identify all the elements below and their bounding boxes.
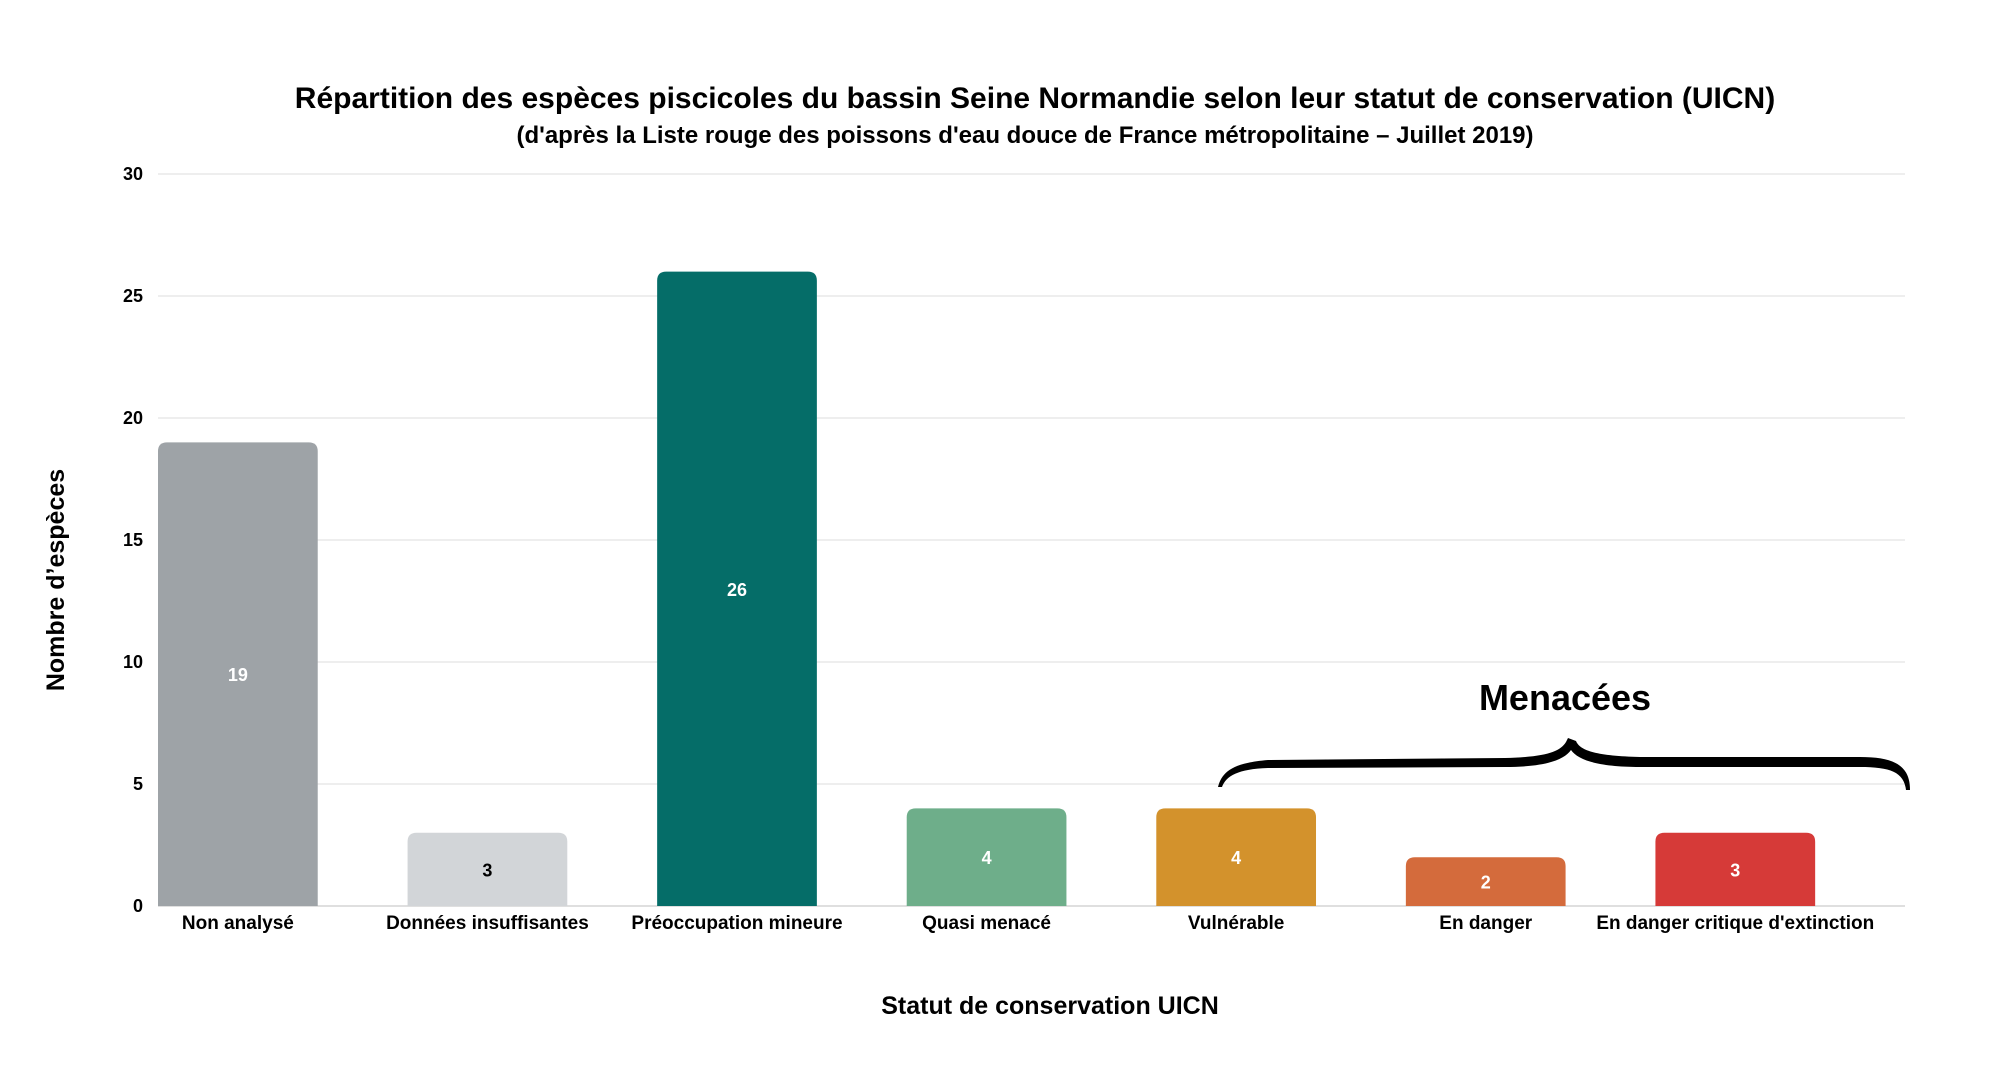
y-tick-label: 10 <box>123 652 143 672</box>
y-tick-label: 20 <box>123 408 143 428</box>
bar-value-label: 2 <box>1481 873 1491 893</box>
bar <box>407 832 568 906</box>
curly-brace-icon <box>1218 738 1910 790</box>
bar-value-label: 4 <box>982 848 992 868</box>
x-tick-label: Quasi menacé <box>922 913 1051 934</box>
annotation-label: Menacées <box>1479 677 1651 718</box>
y-axis-title: Nombre d’espèces <box>42 469 70 691</box>
bar <box>1156 808 1317 906</box>
x-axis-title: Statut de conservation UICN <box>881 992 1219 1020</box>
threatened-annotation: Menacées <box>1218 677 1910 790</box>
y-tick-label: 5 <box>133 774 143 794</box>
bar <box>158 442 318 906</box>
x-tick-label: Préoccupation mineure <box>631 913 842 934</box>
bar-value-label: 26 <box>727 580 747 600</box>
x-tick-label: En danger <box>1439 913 1533 934</box>
y-tick-label: 0 <box>133 896 143 916</box>
x-axis-labels: Non analysé Données insuffisantes Préoccup… <box>182 913 1874 934</box>
y-tick-label: 25 <box>123 286 143 306</box>
y-tick-label: 15 <box>123 530 143 550</box>
bar-value-label: 4 <box>1231 848 1241 868</box>
gridlines <box>158 173 1905 907</box>
x-tick-label: Vulnérable <box>1188 913 1284 934</box>
y-tick-label: 30 <box>123 164 143 184</box>
bar-value-label: 3 <box>1730 860 1740 880</box>
bar-value-label: 3 <box>482 860 492 880</box>
chart-subtitle: (d'après la Liste rouge des poissons d'e… <box>516 122 1533 149</box>
chart-title: Répartition des espèces piscicoles du ba… <box>295 82 1775 115</box>
bar <box>906 808 1067 906</box>
bar <box>1655 832 1816 906</box>
bar <box>657 271 817 907</box>
y-axis-ticks: 0 5 10 15 20 25 30 <box>123 164 143 916</box>
bar <box>1405 857 1566 906</box>
x-tick-label: Données insuffisantes <box>386 913 589 934</box>
x-tick-label: En danger critique d'extinction <box>1596 913 1874 934</box>
x-tick-label: Non analysé <box>182 913 294 934</box>
bar-value-label: 19 <box>228 665 248 685</box>
bars: 19 3 26 4 4 2 3 <box>158 271 1816 907</box>
